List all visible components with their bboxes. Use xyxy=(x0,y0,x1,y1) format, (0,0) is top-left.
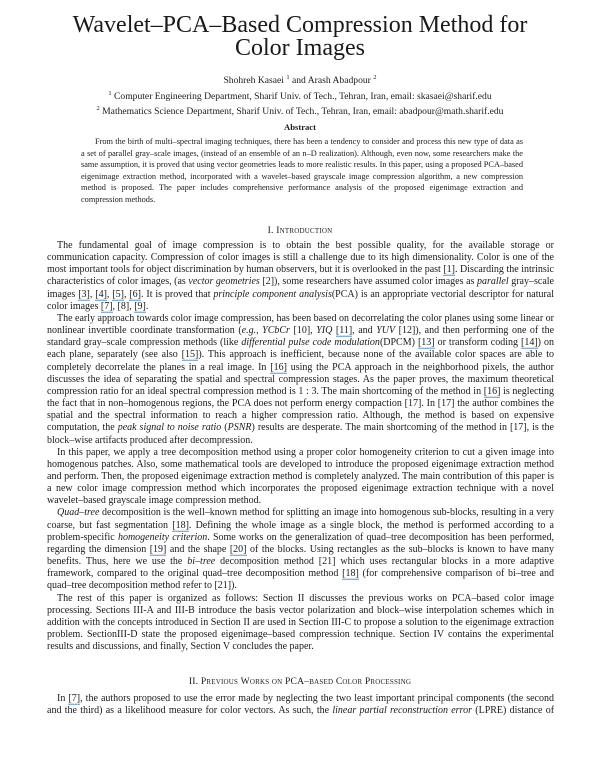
citation-link[interactable]: [14] xyxy=(521,337,538,350)
paragraph-text: (PCA) is an appropriate vectorial descri… xyxy=(47,288,555,312)
section-2-paragraph: In [7], the authors proposed to use the … xyxy=(47,693,554,717)
paragraph-text: ) results are desperate. The main shortc… xyxy=(47,422,554,446)
citation-link[interactable]: [19] xyxy=(149,543,167,556)
paragraph: The rest of this paper is organized as f… xyxy=(47,593,554,654)
emphasized-text: e.g., xyxy=(241,325,259,337)
author-2-sup: 2 xyxy=(373,74,377,81)
paragraph-text: , and xyxy=(352,325,377,337)
paragraph-text: is neglecting the fact that in non–homog… xyxy=(47,385,554,434)
citation-link[interactable]: [15] xyxy=(181,349,199,362)
citation-link[interactable]: [18] xyxy=(172,519,189,532)
emphasized-text: YIQ xyxy=(316,325,333,337)
paragraph-text: . xyxy=(145,300,149,312)
paragraph-text: using the PCA approach in the neighborho… xyxy=(47,361,554,397)
affiliation-1-text: Computer Engineering Department, Sharif … xyxy=(114,90,492,102)
citation-link[interactable]: [7] xyxy=(100,300,113,313)
emphasized-text: YCbCr xyxy=(262,325,290,337)
author-1-sup: 1 xyxy=(286,74,290,81)
paragraph-text: The rest of this paper is organized as f… xyxy=(47,592,554,653)
paragraph-text: gray–scale images xyxy=(47,276,554,300)
citation-link[interactable]: [6] xyxy=(129,288,141,301)
author-1: Shohreh Kasaei xyxy=(223,75,284,87)
title-line-1: Wavelet–PCA–Based Compression Method for xyxy=(72,12,528,38)
paragraph-text: , [8], xyxy=(112,300,135,312)
paragraph-text: and the shape xyxy=(166,543,230,555)
emphasized-text: bi–tree xyxy=(187,556,216,568)
paragraph-text: The fundamental goal of image compressio… xyxy=(47,240,554,276)
author-2: and Arash Abadpour xyxy=(292,75,371,87)
paragraph-text: , xyxy=(123,288,130,300)
affiliation-2-text: Mathematics Science Department, Sharif U… xyxy=(102,106,504,118)
paragraph-text: The early approach towards color image c… xyxy=(47,312,554,337)
emphasized-text: differential pulse code modulation xyxy=(241,337,380,349)
citation-link[interactable]: [20] xyxy=(229,543,247,556)
citation-link[interactable]: [9] xyxy=(134,300,146,313)
abstract-text: From the birth of multi–spectral imaging… xyxy=(81,137,523,204)
emphasized-text: peak signal to noise ratio xyxy=(117,422,222,434)
citation-link[interactable]: [4] xyxy=(95,288,107,301)
paragraph-text: . Some works on the generalization of qu… xyxy=(47,531,555,555)
paragraph-text: . Discarding the intrinsic characteristi… xyxy=(47,264,554,288)
paragraph-text: , the authors proposed to use the error … xyxy=(47,693,554,717)
citation-link[interactable]: [11] xyxy=(335,325,353,338)
citation-link[interactable]: [1] xyxy=(443,264,456,277)
paragraph-text: ) on each plane, separately (see also xyxy=(47,337,554,361)
paragraph-text: or transform coding xyxy=(434,337,521,349)
paragraph-text: decomposition is the well–known method f… xyxy=(47,507,554,531)
paragraph-text: (DPCM) xyxy=(379,337,418,349)
emphasized-text: Quad–tree xyxy=(57,507,100,519)
emphasized-text: homogeneity criterion xyxy=(117,531,208,543)
emphasized-text: vector geometries xyxy=(188,276,260,288)
paragraph-text: , xyxy=(89,288,96,300)
citation-link[interactable]: [13] xyxy=(417,337,435,350)
paragraph-text: (for comprehensive comparison of bi–tree… xyxy=(47,568,554,592)
paragraph-text: of the blocks. Using rectangles as the s… xyxy=(47,543,554,568)
paragraph-text: decomposition method [21] which uses rec… xyxy=(47,556,554,580)
paragraph-text: . Defining the whole image as a single b… xyxy=(47,519,554,543)
title-line-2: Color Images xyxy=(235,35,365,61)
paragraph-text: [12]), and then performing one of the st… xyxy=(47,325,555,349)
citation-link[interactable]: [3] xyxy=(78,288,90,301)
paragraph-text: (LPRE) distance of xyxy=(471,705,555,717)
emphasized-text: YUV xyxy=(376,325,396,337)
paragraph-text: In this paper, we apply a tree decomposi… xyxy=(47,446,554,507)
citation-link[interactable]: [7] xyxy=(68,693,81,705)
emphasized-text: PSNR xyxy=(227,422,252,434)
authors-block: Shohreh Kasaei 1 and Arash Abadpour 2 1 … xyxy=(0,72,600,119)
paragraph-text: ). This approach is inefficient, because… xyxy=(47,349,554,373)
section-1-body: The fundamental goal of image compressio… xyxy=(47,240,554,653)
section-1-heading: I. Introduction xyxy=(267,225,333,236)
paper-title: Wavelet–PCA–Based Compression Method for… xyxy=(0,12,600,61)
citation-link[interactable]: [16] xyxy=(483,385,501,398)
emphasized-text: linear partial reconstruction error xyxy=(332,705,472,717)
paragraph-text: , xyxy=(106,288,113,300)
affiliation-1: 1 Computer Engineering Department, Shari… xyxy=(0,88,600,104)
abstract-heading: Abstract xyxy=(284,122,316,132)
emphasized-text: parallel xyxy=(476,276,509,288)
paragraph-text: [2]), some researchers have assumed colo… xyxy=(259,276,477,288)
affiliation-2: 2 Mathematics Science Department, Sharif… xyxy=(0,103,600,119)
paragraph: Quad–tree decomposition is the well–know… xyxy=(47,507,554,592)
paragraph-text: In xyxy=(57,693,69,704)
citation-link[interactable]: [5] xyxy=(112,288,124,301)
paragraph-text: [10], xyxy=(289,325,317,337)
emphasized-text: principle component analysis xyxy=(213,288,332,300)
affiliation-1-sup: 1 xyxy=(108,89,112,97)
citation-link[interactable]: [16] xyxy=(270,361,287,374)
paragraph-text: . It is proved that xyxy=(141,288,214,300)
citation-link[interactable]: [18] xyxy=(342,568,359,581)
paragraph: The fundamental goal of image compressio… xyxy=(47,240,554,313)
section-2-heading: II. Previous Works on PCA–based Color Pr… xyxy=(188,676,412,687)
paragraph-text: ( xyxy=(221,422,228,434)
paragraph: In this paper, we apply a tree decomposi… xyxy=(47,447,554,508)
affiliation-2-sup: 2 xyxy=(96,105,100,113)
paragraph: The early approach towards color image c… xyxy=(47,313,554,447)
author-names: Shohreh Kasaei 1 and Arash Abadpour 2 xyxy=(0,72,600,88)
